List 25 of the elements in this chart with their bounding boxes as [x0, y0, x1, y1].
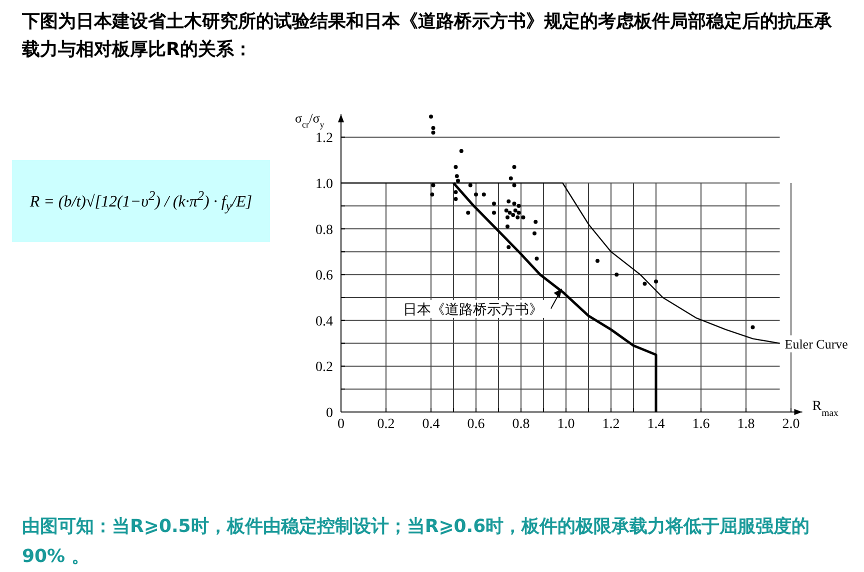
y-tick-label: 1.2 — [316, 131, 333, 146]
chart-title: 下图为日本建设省土木研究所的试验结果和日本《道路桥示方书》规定的考虑板件局部稳定后的抗压承载力与相对板厚比R的关系： — [22, 10, 833, 62]
x-tick-label: 2.0 — [782, 417, 800, 432]
series-label: 日本《道路桥示方书》 — [402, 302, 543, 318]
y-tick-label: 0.8 — [316, 222, 333, 238]
y-tick-label: 0 — [326, 406, 333, 421]
y-tick-label: 0.4 — [316, 314, 333, 330]
x-tick-label: 0 — [338, 417, 344, 432]
x-tick-label: 0.4 — [422, 417, 440, 432]
x-tick-label: 1.0 — [557, 417, 575, 432]
x-axis-title: R$_{max}$ — [812, 399, 839, 418]
x-tick-label: 1.6 — [692, 417, 710, 432]
y-tick-label: 0.6 — [316, 268, 333, 284]
series-label: Euler Curve — [784, 336, 848, 352]
x-tick-label: 0.2 — [377, 417, 395, 432]
y-axis-title: σ$_{cr}$/σ$_{y}$ — [295, 110, 325, 130]
x-tick-label: 1.8 — [737, 417, 755, 432]
text: R = (b/t)√[12(1−υ$^{2}$) / (k·π$^{2}$) · f$_{y}$/E] — [30, 188, 252, 214]
x-tick-label: 1.2 — [602, 417, 620, 432]
y-tick-label: 0.2 — [316, 360, 333, 376]
x-tick-label: 1.4 — [647, 417, 665, 432]
text: 由图可知：当R⩾0.5时，板件由稳定控制设计；当R⩾0.6时，板件的极限承载力将低于屈服强度的 90% 。 — [22, 515, 811, 569]
x-tick-label: 0.6 — [467, 417, 485, 432]
y-tick-label: 1.0 — [316, 177, 333, 192]
x-tick-label: 0.8 — [512, 417, 530, 432]
